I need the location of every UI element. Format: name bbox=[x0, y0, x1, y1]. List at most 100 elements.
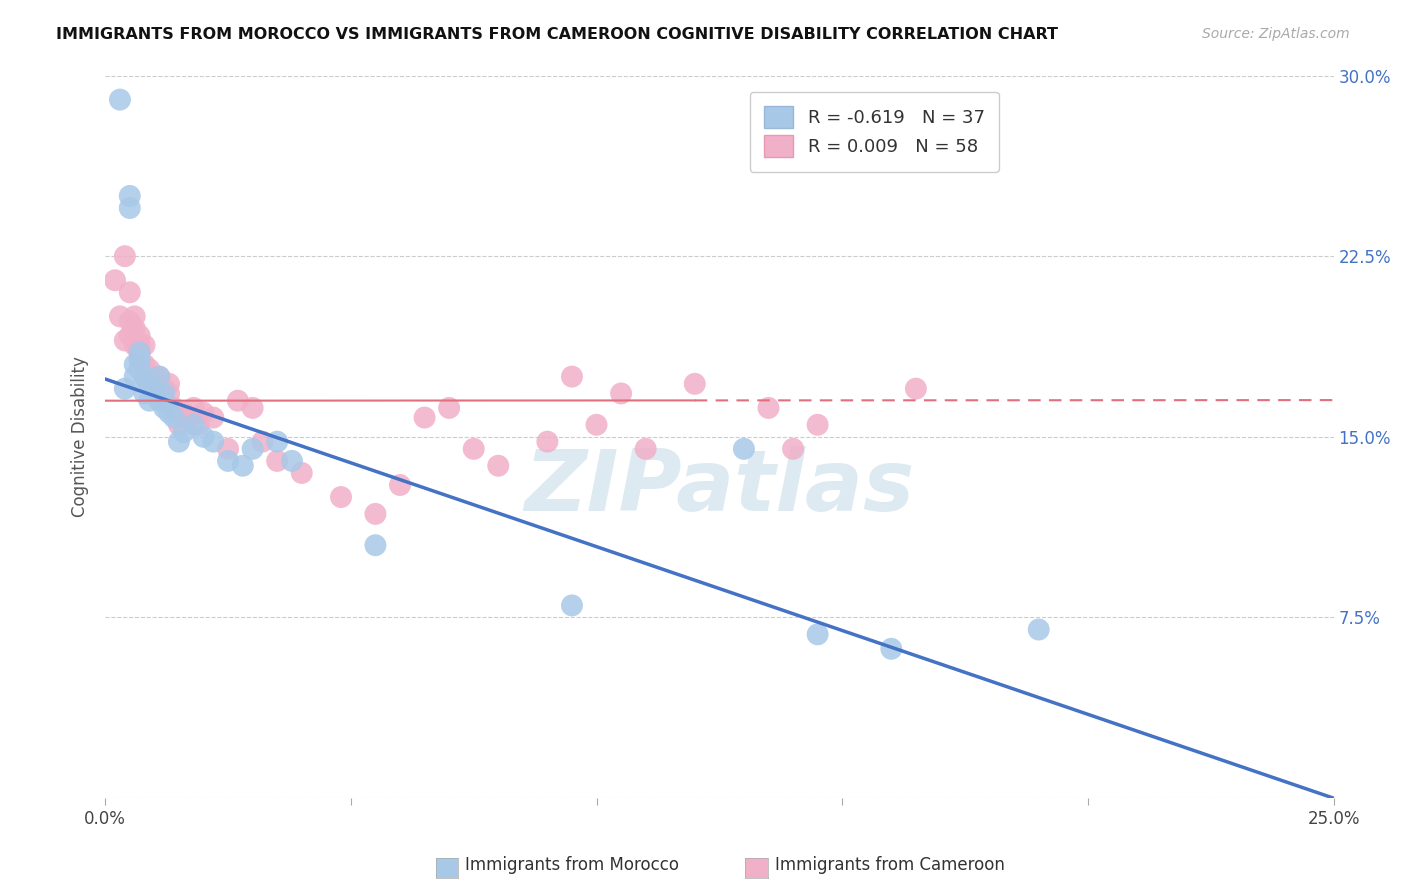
Point bbox=[143, 369, 166, 384]
Point bbox=[782, 442, 804, 456]
Point bbox=[536, 434, 558, 449]
Point bbox=[153, 393, 176, 408]
Text: Immigrants from Morocco: Immigrants from Morocco bbox=[465, 856, 679, 874]
Point bbox=[134, 358, 156, 372]
Point bbox=[880, 641, 903, 656]
Point bbox=[610, 386, 633, 401]
Point bbox=[232, 458, 254, 473]
Point bbox=[167, 434, 190, 449]
Point bbox=[807, 627, 830, 641]
Point bbox=[118, 314, 141, 328]
Point bbox=[904, 382, 927, 396]
Point bbox=[128, 328, 150, 343]
Point bbox=[143, 386, 166, 401]
Point bbox=[157, 376, 180, 391]
Point bbox=[118, 189, 141, 203]
Point bbox=[266, 434, 288, 449]
Point bbox=[202, 434, 225, 449]
Point bbox=[202, 410, 225, 425]
Legend: R = -0.619   N = 37, R = 0.009   N = 58: R = -0.619 N = 37, R = 0.009 N = 58 bbox=[749, 92, 1000, 172]
Point bbox=[437, 401, 460, 415]
Point bbox=[388, 478, 411, 492]
Point bbox=[252, 434, 274, 449]
Point bbox=[163, 410, 186, 425]
Point bbox=[157, 406, 180, 420]
Text: Source: ZipAtlas.com: Source: ZipAtlas.com bbox=[1202, 27, 1350, 41]
Text: Immigrants from Cameroon: Immigrants from Cameroon bbox=[775, 856, 1004, 874]
Point bbox=[134, 386, 156, 401]
Point bbox=[364, 538, 387, 552]
Text: IMMIGRANTS FROM MOROCCO VS IMMIGRANTS FROM CAMEROON COGNITIVE DISABILITY CORRELA: IMMIGRANTS FROM MOROCCO VS IMMIGRANTS FR… bbox=[56, 27, 1059, 42]
Point bbox=[758, 401, 780, 415]
Point bbox=[226, 393, 249, 408]
Point bbox=[138, 376, 160, 391]
Point bbox=[114, 334, 136, 348]
Point bbox=[561, 369, 583, 384]
Point bbox=[291, 466, 314, 480]
Point bbox=[114, 382, 136, 396]
Point bbox=[148, 393, 170, 408]
Point bbox=[118, 285, 141, 300]
Point bbox=[124, 321, 146, 335]
Point bbox=[148, 369, 170, 384]
Point bbox=[153, 382, 176, 396]
Point bbox=[108, 93, 131, 107]
Point bbox=[217, 454, 239, 468]
Point bbox=[124, 358, 146, 372]
Point bbox=[486, 458, 509, 473]
Point bbox=[153, 386, 176, 401]
Point bbox=[167, 417, 190, 432]
Point bbox=[163, 401, 186, 415]
Point bbox=[183, 401, 205, 415]
Point bbox=[128, 338, 150, 352]
Point bbox=[242, 401, 264, 415]
Point bbox=[124, 369, 146, 384]
Point bbox=[173, 406, 195, 420]
Point bbox=[634, 442, 657, 456]
Point bbox=[148, 369, 170, 384]
Point bbox=[157, 386, 180, 401]
Text: ZIPatlas: ZIPatlas bbox=[524, 446, 914, 529]
Point bbox=[463, 442, 485, 456]
Point bbox=[173, 425, 195, 439]
Point bbox=[134, 369, 156, 384]
Point bbox=[134, 369, 156, 384]
Point bbox=[128, 345, 150, 359]
Point bbox=[187, 417, 209, 432]
Point bbox=[561, 599, 583, 613]
Point bbox=[124, 338, 146, 352]
Point bbox=[193, 430, 215, 444]
Point bbox=[118, 328, 141, 343]
Point bbox=[266, 454, 288, 468]
Point bbox=[143, 382, 166, 396]
Point bbox=[193, 406, 215, 420]
Point bbox=[1028, 623, 1050, 637]
Point bbox=[134, 338, 156, 352]
Point bbox=[242, 442, 264, 456]
Point bbox=[148, 386, 170, 401]
Point bbox=[128, 352, 150, 367]
Point bbox=[413, 410, 436, 425]
Point bbox=[104, 273, 127, 287]
Point bbox=[683, 376, 706, 391]
Point bbox=[330, 490, 353, 504]
Point bbox=[217, 442, 239, 456]
Point bbox=[364, 507, 387, 521]
Y-axis label: Cognitive Disability: Cognitive Disability bbox=[72, 357, 89, 517]
Point bbox=[138, 376, 160, 391]
Point bbox=[183, 417, 205, 432]
Point bbox=[585, 417, 607, 432]
Point bbox=[733, 442, 755, 456]
Point bbox=[128, 362, 150, 376]
Point bbox=[108, 310, 131, 324]
Point bbox=[128, 345, 150, 359]
Point bbox=[118, 201, 141, 215]
Point bbox=[128, 352, 150, 367]
Point bbox=[153, 401, 176, 415]
Point bbox=[138, 362, 160, 376]
Point bbox=[143, 382, 166, 396]
Point bbox=[281, 454, 304, 468]
Point bbox=[807, 417, 830, 432]
Point bbox=[138, 393, 160, 408]
Point bbox=[124, 310, 146, 324]
